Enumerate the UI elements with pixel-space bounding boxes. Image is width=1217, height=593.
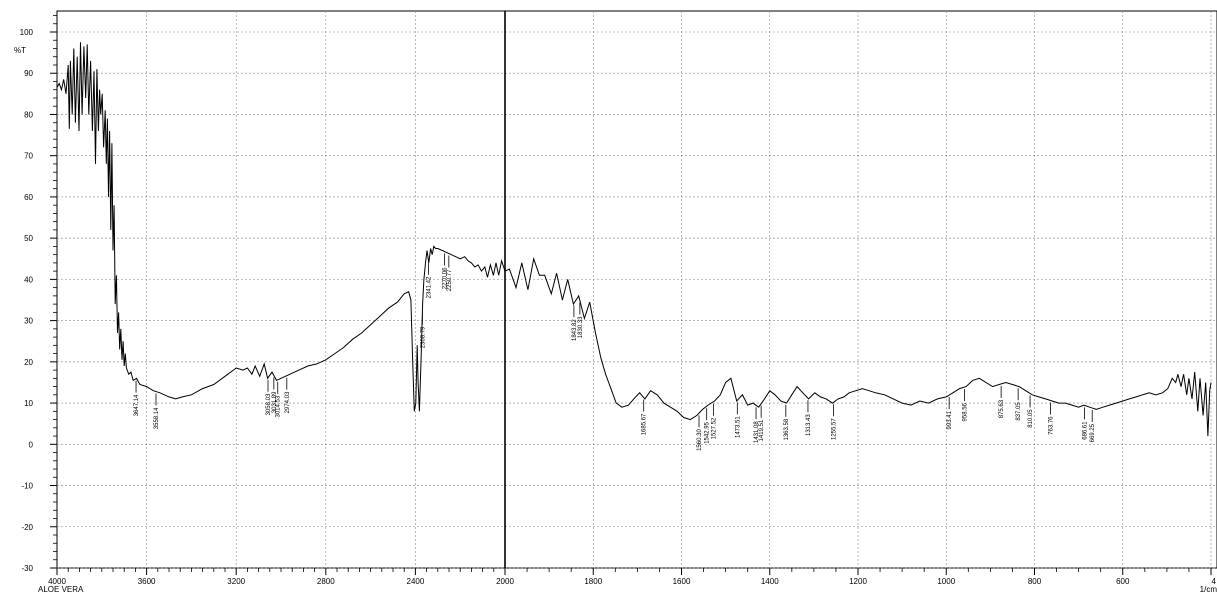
peak-marker: 1473.51	[735, 402, 741, 438]
y-tick-label: 20	[24, 358, 33, 367]
y-tick-label: -20	[21, 523, 33, 532]
peak-marker: 1843.82	[572, 305, 578, 341]
x-tick-label: 3600	[138, 577, 156, 586]
peak-label: 1685.67	[642, 413, 648, 435]
peak-label: 2250.77	[447, 269, 453, 291]
peak-marker: 1431.08	[754, 407, 760, 443]
x-tick-label: 2400	[407, 577, 425, 586]
peak-marker: 2368.79	[420, 312, 426, 348]
peak-marker: 810.05	[1028, 395, 1034, 428]
peak-marker: 993.41	[947, 397, 953, 429]
peak-label: 3031.89	[272, 391, 278, 413]
grid	[57, 11, 1217, 569]
peak-marker: 1313.43	[806, 400, 812, 436]
peak-label: 2270.06	[443, 267, 449, 289]
peak-label: 875.63	[999, 399, 1005, 418]
peak-label: 1527.52	[712, 417, 718, 439]
x-tick-label: 600	[1116, 577, 1130, 586]
peak-label: 958.56	[963, 402, 969, 421]
peak-marker: 2341.42	[427, 262, 433, 298]
y-tick-label: 90	[24, 69, 33, 78]
peak-marker: 686.61	[1083, 407, 1089, 440]
peak-marker: 2974.03	[285, 377, 291, 413]
y-tick-label: 50	[24, 234, 33, 243]
x-tick-label: 4000	[48, 577, 66, 586]
x-tick-label: 1000	[937, 577, 955, 586]
peak-marker: 3058.03	[266, 379, 272, 415]
y-axis-label: %T	[14, 46, 26, 55]
peak-marker: 1560.30	[697, 415, 703, 451]
peak-label: 1560.30	[697, 429, 703, 451]
peak-label: 810.05	[1028, 409, 1034, 428]
x-tick-label: 2800	[317, 577, 335, 586]
peak-label: 2974.03	[285, 391, 291, 413]
plot-frame	[56, 10, 1217, 569]
peak-marker: 1830.33	[578, 302, 584, 338]
x-tick-label: 4	[1212, 577, 1217, 586]
peak-label: 3058.03	[266, 393, 272, 415]
x-axis: 4000 3600 3200 2800 2400 2000 1800 1600 1400 1200…	[48, 568, 1217, 586]
x-tick-label: 1600	[673, 577, 691, 586]
y-tick-label: 80	[24, 110, 33, 119]
spectrum-trace	[56, 42, 1212, 437]
peak-marker: 1527.52	[712, 403, 718, 439]
x-tick-label: 1400	[761, 577, 779, 586]
peak-label: 669.25	[1090, 423, 1096, 442]
peak-marker: 3031.89	[272, 377, 278, 413]
peak-label: 3014.53	[276, 395, 282, 417]
peak-marker: 1419.51	[759, 405, 765, 441]
x-tick-label: 1200	[849, 577, 867, 586]
peak-marker: 958.56	[963, 389, 969, 421]
peak-label: 1255.57	[832, 418, 838, 440]
x-axis-unit-label: 1/cm	[1200, 585, 1217, 593]
peak-label: 1431.08	[754, 421, 760, 443]
peak-marker: 837.05	[1016, 388, 1022, 421]
peak-marker: 763.76	[1049, 402, 1055, 435]
y-tick-label: 60	[24, 193, 33, 202]
peak-marker: 1255.57	[832, 404, 838, 440]
x-tick-label: 2000	[496, 577, 514, 586]
peak-marker: 1363.58	[784, 404, 790, 441]
y-tick-label: 30	[24, 317, 33, 326]
peak-label: 1419.51	[759, 419, 765, 441]
peak-label: 1843.82	[572, 319, 578, 341]
x-tick-label: 1800	[584, 577, 602, 586]
peak-label: 2368.79	[420, 326, 426, 348]
peak-label: 3647.14	[134, 394, 140, 416]
peak-label: 1313.43	[806, 414, 812, 436]
peak-label: 993.41	[947, 410, 953, 429]
peak-label: 3558.14	[154, 407, 160, 429]
peak-marker: 2270.06	[443, 253, 449, 289]
y-tick-label: 0	[29, 440, 34, 449]
sample-label: ALOE VERA	[38, 585, 84, 593]
y-tick-label: 10	[24, 399, 33, 408]
peak-label: 1473.51	[735, 416, 741, 438]
peak-label: 1542.95	[705, 421, 711, 443]
peak-marker: 3647.14	[134, 380, 140, 416]
x-tick-label: 800	[1028, 577, 1042, 586]
y-tick-label: 70	[24, 152, 33, 161]
y-tick-label: 40	[24, 275, 33, 284]
peak-label: 1830.33	[578, 316, 584, 338]
peak-marker: 3558.14	[154, 393, 160, 429]
peak-label: 1363.58	[784, 418, 790, 440]
peak-label: 686.61	[1083, 421, 1089, 440]
y-tick-label: 100	[20, 28, 34, 37]
peak-marker: 1542.95	[705, 408, 711, 444]
peak-marker: 875.63	[999, 385, 1005, 418]
y-tick-label: -10	[21, 482, 33, 491]
peak-marker: 3014.53	[276, 381, 282, 418]
peak-marker: 2250.77	[447, 255, 453, 291]
x-tick-label: 3200	[227, 577, 245, 586]
peak-label: 837.05	[1016, 402, 1022, 421]
peak-marker: 669.25	[1090, 409, 1096, 442]
peak-label: 2341.42	[427, 276, 433, 298]
peak-marker: 1685.67	[642, 399, 648, 435]
y-tick-label: -30	[21, 564, 33, 573]
peak-label: 763.76	[1049, 416, 1055, 435]
